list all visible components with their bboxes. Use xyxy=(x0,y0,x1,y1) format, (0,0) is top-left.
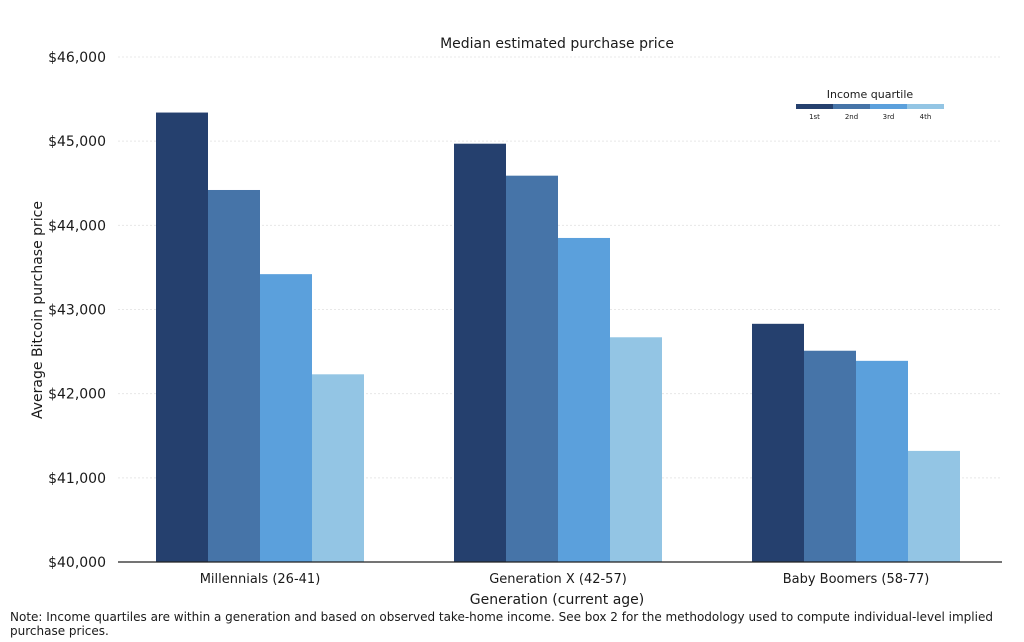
legend-swatch-1st xyxy=(796,104,833,109)
bar-2nd-0 xyxy=(208,189,260,562)
legend-label: 4th xyxy=(920,113,932,121)
bar-chart: $40,000 $41,000 $42,000 $43,000 $44,000 $45,0… xyxy=(30,36,1002,608)
y-tick-label: $42,000 xyxy=(48,387,106,403)
chart-title: Median estimated purchase price xyxy=(440,36,674,52)
x-category-label: Millennials (26-41) xyxy=(200,572,321,587)
legend-label: 1st xyxy=(809,113,820,121)
legend-label: 3rd xyxy=(883,113,895,121)
legend: Income quartile 1st 2nd 3rd 4th xyxy=(796,88,944,121)
bar-4th-1 xyxy=(610,337,662,562)
y-tick-label: $46,000 xyxy=(48,50,106,66)
legend-swatch-4th xyxy=(907,104,944,109)
x-axis-title: Generation (current age) xyxy=(470,592,645,608)
bar-1st-2 xyxy=(752,323,804,562)
bar-2nd-1 xyxy=(506,175,558,563)
legend-label: 2nd xyxy=(845,113,858,121)
y-tick-label: $41,000 xyxy=(48,471,106,487)
y-axis-title: Average Bitcoin purchase price xyxy=(30,201,46,419)
bar-4th-2 xyxy=(908,450,960,562)
bar-1st-0 xyxy=(156,112,208,563)
bar-1st-1 xyxy=(454,143,506,563)
bar-3rd-0 xyxy=(260,274,312,562)
y-tick-label: $45,000 xyxy=(48,134,106,150)
x-category-label: Baby Boomers (58-77) xyxy=(783,572,930,587)
bar-3rd-1 xyxy=(558,237,610,563)
legend-swatch-2nd xyxy=(833,104,870,109)
y-tick-label: $43,000 xyxy=(48,303,106,319)
bar-4th-0 xyxy=(312,374,364,562)
x-category-label: Generation X (42-57) xyxy=(489,572,627,587)
y-tick-label: $44,000 xyxy=(48,218,106,234)
y-tick-label: $40,000 xyxy=(48,555,106,571)
y-tick-labels: $40,000 $41,000 $42,000 $43,000 $44,000 $45,0… xyxy=(48,50,106,571)
bars xyxy=(156,112,960,563)
x-category-labels: Millennials (26-41) Generation X (42-57) B… xyxy=(200,572,930,587)
legend-title: Income quartile xyxy=(827,88,914,101)
bar-3rd-2 xyxy=(856,360,908,562)
legend-swatch-3rd xyxy=(870,104,907,109)
bar-2nd-2 xyxy=(804,350,856,562)
footnote: Note: Income quartiles are within a gene… xyxy=(10,610,993,638)
